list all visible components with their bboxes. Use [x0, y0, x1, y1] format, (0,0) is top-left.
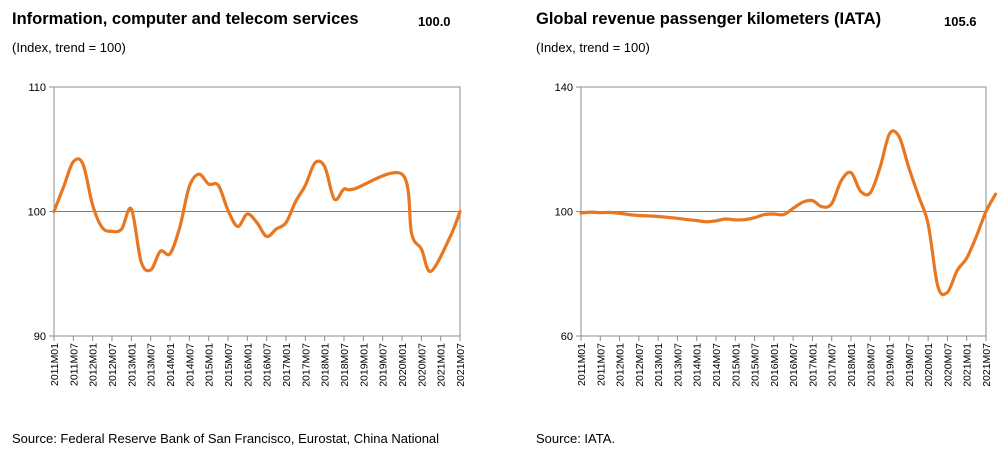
x-tick-label: 2021M07: [981, 343, 993, 387]
x-tick-label: 2015M07: [223, 343, 235, 387]
x-tick-label: 2011M07: [595, 343, 607, 386]
x-tick-label: 2019M07: [904, 343, 916, 387]
series-line: [52, 157, 462, 273]
x-tick-label: 2020M01: [923, 343, 935, 387]
chart-source: Source: IATA.: [536, 431, 615, 446]
chart-subtitle: (Index, trend = 100): [536, 40, 650, 55]
x-tick-label: 2012M01: [88, 343, 100, 387]
x-tick-label: 2011M01: [49, 343, 61, 386]
x-tick-label: 2015M07: [750, 343, 762, 387]
x-tick-label: 2021M01: [436, 343, 448, 387]
x-tick-label: 2021M07: [455, 343, 467, 387]
x-tick-label: 2017M01: [281, 343, 293, 387]
x-tick-label: 2015M01: [730, 343, 742, 387]
x-tick-label: 2017M07: [300, 343, 312, 387]
chart-source: Source: Federal Reserve Bank of San Fran…: [12, 431, 440, 446]
x-tick-label: 2016M07: [262, 343, 274, 387]
x-tick-label: 2011M07: [68, 343, 80, 386]
x-tick-label: 2012M07: [634, 343, 646, 387]
x-tick-label: 2020M07: [942, 343, 954, 387]
x-tick-label: 2021M01: [962, 343, 974, 387]
x-tick-label: 2013M01: [653, 343, 665, 387]
x-tick-label: 2020M07: [416, 343, 428, 387]
y-tick-label: 90: [34, 331, 46, 343]
x-tick-label: 2018M07: [865, 343, 877, 387]
x-tick-label: 2013M07: [672, 343, 684, 387]
x-tick-label: 2016M01: [769, 343, 781, 387]
chart-title: Global revenue passenger kilometers (IAT…: [536, 10, 882, 28]
x-tick-label: 2019M07: [378, 343, 390, 387]
x-tick-label: 2011M01: [576, 343, 588, 386]
y-tick-label: 60: [561, 331, 573, 343]
x-tick-label: 2017M01: [807, 343, 819, 387]
x-tick-label: 2012M01: [615, 343, 627, 387]
x-tick-label: 2013M01: [126, 343, 138, 387]
line-chart-left: 90 100 110 2011M01 2011M07 2012M01 2012M07 2013…: [28, 82, 467, 387]
chart-panel-left: Information, computer and telecom servic…: [12, 10, 467, 446]
x-tick-label: 2016M07: [788, 343, 800, 387]
x-tick-label: 2020M01: [397, 343, 409, 387]
x-tick-label: 2014M01: [692, 343, 704, 387]
headline-value: 105.6: [944, 14, 977, 29]
y-tick-label: 100: [555, 207, 573, 219]
x-tick-label: 2018M01: [320, 343, 332, 387]
x-tick-label: 2014M01: [165, 343, 177, 387]
x-tick-label: 2018M07: [339, 343, 351, 387]
x-tick-label: 2019M01: [358, 343, 370, 387]
x-tick-label: 2019M01: [885, 343, 897, 387]
x-tick-label: 2014M07: [184, 343, 196, 387]
y-tick-label: 100: [28, 207, 46, 219]
chart-panel-right: Global revenue passenger kilometers (IAT…: [524, 0, 1000, 452]
x-tick-label: 2018M01: [846, 343, 858, 387]
x-tick-label: 2014M07: [711, 343, 723, 387]
chart-subtitle: (Index, trend = 100): [12, 40, 126, 55]
series-line: [579, 129, 998, 297]
x-tick-label: 2015M01: [204, 343, 216, 387]
x-tick-label: 2017M07: [827, 343, 839, 387]
chart-title: Information, computer and telecom servic…: [12, 10, 359, 28]
line-chart-right: 60 100 140 2011M01 2011M07 2012M01 2012M07 2013…: [555, 82, 998, 387]
headline-value: 100.0: [418, 14, 451, 29]
x-tick-label: 2012M07: [107, 343, 119, 387]
y-tick-label: 110: [28, 82, 46, 94]
x-tick-label: 2013M07: [146, 343, 158, 387]
y-tick-label: 140: [555, 82, 573, 94]
x-tick-label: 2016M01: [242, 343, 254, 387]
